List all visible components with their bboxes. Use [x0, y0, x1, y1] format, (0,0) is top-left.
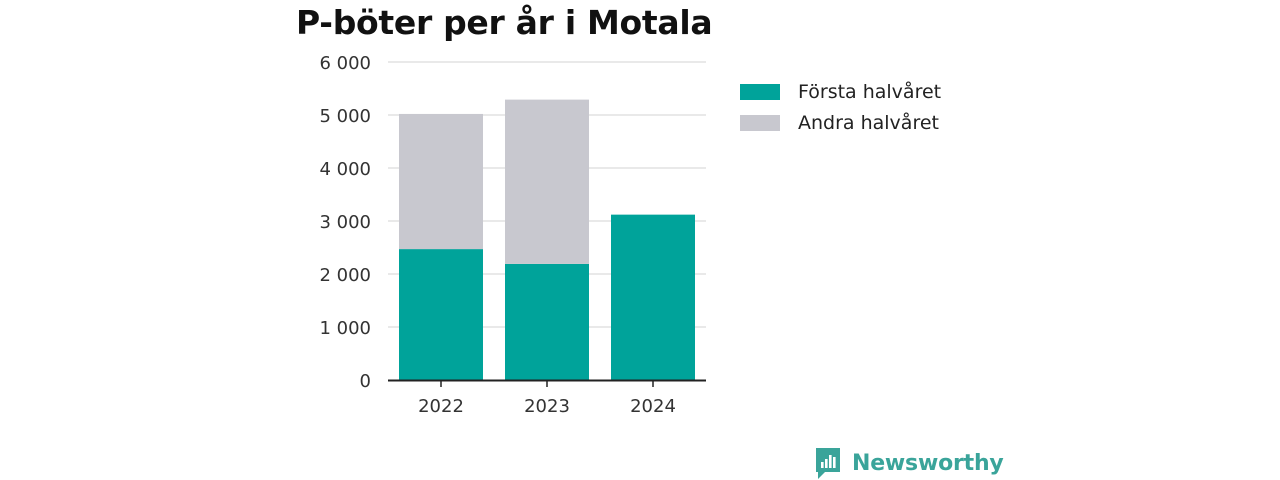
x-tick-label: 2023	[524, 396, 570, 417]
y-tick-label: 6 000	[319, 53, 371, 74]
chart-title: P-böter per år i Motala	[296, 3, 713, 42]
x-tick-label: 2022	[418, 396, 464, 417]
legend: Första halvåret Andra halvåret	[740, 76, 941, 138]
legend-label-first-half: Första halvåret	[798, 80, 942, 103]
x-axis-ticks: 2022 2023 2024	[418, 380, 676, 417]
bar-2023-series-1	[505, 99, 589, 264]
bar-2022-series-0	[399, 249, 483, 380]
legend-item-second-half: Andra halvåret	[740, 107, 941, 138]
legend-swatch-first-half	[740, 83, 780, 100]
y-tick-label: 0	[360, 371, 371, 392]
x-tick-label: 2024	[630, 396, 676, 417]
brand[interactable]: Newsworthy	[814, 446, 1004, 480]
y-tick-label: 4 000	[319, 159, 371, 180]
bar-2023-series-0	[505, 263, 589, 380]
bar-2024-series-0	[611, 214, 695, 380]
bar-2022-series-1	[399, 113, 483, 250]
y-tick-label: 1 000	[319, 318, 371, 339]
y-tick-label: 3 000	[319, 212, 371, 233]
newsworthy-logo-icon	[816, 448, 840, 479]
legend-label-second-half: Andra halvåret	[798, 111, 939, 134]
legend-swatch-second-half	[740, 114, 780, 131]
y-tick-label: 2 000	[319, 265, 371, 286]
y-axis-ticks: 0 1 000 2 000 3 000 4 000 5 000 6 000	[319, 53, 371, 392]
y-tick-label: 5 000	[319, 106, 371, 127]
legend-item-first-half: Första halvåret	[740, 76, 941, 107]
brand-label: Newsworthy	[852, 450, 1004, 476]
bars	[399, 99, 695, 380]
